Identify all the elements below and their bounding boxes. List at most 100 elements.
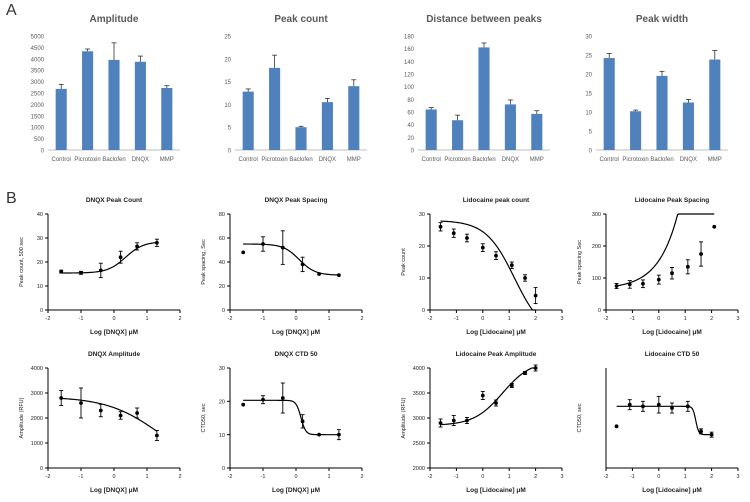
bar: [630, 111, 642, 150]
x-tick-label: 1: [327, 474, 330, 480]
data-point: [241, 402, 246, 407]
x-tick-label: -2: [46, 474, 51, 480]
data-point: [317, 272, 321, 276]
chart-title: DNQX Peak Count: [86, 197, 143, 204]
category-label: Picrotoxin: [261, 157, 287, 163]
bar: [452, 120, 464, 150]
x-axis-label: Log [DNQX] μM: [90, 487, 138, 494]
data-point: [261, 242, 265, 246]
chart-title: DNQX Amplitude: [88, 351, 141, 358]
y-tick-label: 0: [598, 308, 601, 314]
x-tick-label: 1: [508, 316, 511, 322]
category-label: Control: [600, 157, 619, 163]
y-axis-label: CTD50, sec: [577, 403, 583, 432]
y-tick-label: 25: [224, 35, 231, 41]
x-tick-label: -2: [604, 316, 609, 322]
x-tick-label: 1: [684, 316, 687, 322]
y-tick-label: 30: [219, 366, 225, 372]
data-point: [261, 397, 265, 402]
data-point: [533, 293, 538, 298]
category-label: Baclofen: [102, 157, 125, 163]
data-point: [98, 268, 103, 273]
chart-dnqx-peak-count: DNQX Peak Count 0 10 20 30 40 -2 -1 0 1 2 Log [DNQX…: [19, 197, 182, 336]
category-label: Baclofen: [472, 157, 495, 163]
data-point: [438, 224, 443, 229]
x-axis-label: Log [DNQX] μM: [272, 487, 320, 494]
x-tick-label: 2: [178, 316, 181, 322]
x-tick-label: -1: [79, 316, 84, 322]
fit-curve: [616, 213, 715, 287]
data-point: [670, 271, 674, 276]
data-point: [118, 413, 123, 418]
fit-curve: [61, 241, 157, 274]
x-tick-label: 2: [710, 316, 713, 322]
bar: [348, 86, 360, 150]
x-tick-label: -2: [428, 316, 433, 322]
category-label: Baclofen: [289, 157, 312, 163]
y-tick-label: 3000: [31, 391, 43, 397]
category-label: Picrotoxin: [444, 157, 470, 163]
data-point: [337, 432, 341, 437]
x-axis-label: Log [Lidocaine] μM: [642, 329, 702, 336]
bar: [321, 102, 333, 150]
bar: [531, 113, 543, 150]
data-point: [656, 277, 661, 282]
data-point: [509, 383, 514, 388]
chart-title: Lidocaine peak count: [463, 197, 530, 204]
y-tick-label: 500: [34, 137, 45, 143]
y-tick-label: 4000: [31, 366, 43, 372]
x-tick-label: -2: [604, 474, 609, 480]
y-tick-label: 100: [592, 276, 601, 282]
x-tick-label: 3: [736, 474, 739, 480]
y-tick-label: 0: [222, 466, 225, 472]
x-tick-label: -2: [428, 474, 433, 480]
data-point: [614, 424, 619, 429]
y-tick-label: 60: [219, 236, 225, 242]
bar: [242, 91, 254, 150]
bar: [709, 59, 721, 151]
data-point: [59, 396, 64, 400]
data-point: [118, 255, 123, 260]
chart-dnqx-amplitude: DNQX Amplitude 0 1000 2000 3000 4000 -2 -1 0 1 2 Lo…: [19, 351, 182, 494]
category-label: DNQX: [132, 157, 149, 163]
x-tick-label: 1: [327, 316, 330, 322]
data-point: [533, 366, 538, 370]
y-tick-label: 3000: [31, 80, 45, 86]
y-tick-label: 2000: [413, 466, 425, 472]
bar: [161, 87, 173, 150]
x-axis-label: Log [Lidocaine] μM: [466, 329, 526, 336]
data-point: [135, 411, 139, 415]
category-label: Control: [52, 157, 71, 163]
y-tick-label: 20: [219, 284, 225, 290]
category-label: Picrotoxin: [74, 157, 100, 163]
category-label: Baclofen: [650, 157, 673, 163]
chart-lidocaine-peak-amplitude: Lidocaine Peak Amplitude 2000 2500 3000 3500…: [401, 351, 564, 494]
data-point: [699, 252, 703, 256]
x-tick-label: -2: [46, 316, 51, 322]
y-tick-label: 3500: [413, 391, 425, 397]
x-tick-label: -2: [228, 474, 233, 480]
y-tick-label: 0: [40, 308, 43, 314]
y-tick-label: 1500: [31, 114, 45, 120]
chart-title: DNQX Peak Spacing: [265, 197, 328, 204]
y-tick-label: 1000: [31, 441, 43, 447]
y-tick-label: 3000: [413, 416, 425, 422]
fit-curve: [243, 243, 339, 276]
x-axis-label: Log [DNQX] μM: [90, 329, 138, 336]
y-tick-label: 3500: [31, 69, 45, 75]
y-tick-label: 0: [41, 149, 45, 155]
data-point: [155, 240, 159, 245]
data-point: [699, 429, 703, 434]
y-tick-label: 140: [404, 60, 415, 66]
y-tick-label: 200: [592, 244, 601, 250]
chart-lidocaine-peak-spacing: Lidocaine Peak Spacing 0 100 200 300 -2 -1 0 1 2 3…: [577, 197, 740, 336]
data-point: [494, 253, 498, 258]
x-tick-label: 1: [684, 474, 687, 480]
x-axis-label: Log [DNQX] μM: [272, 329, 320, 336]
chart-title: Amplitude: [90, 14, 139, 25]
y-tick-label: 10: [585, 111, 592, 117]
data-point: [685, 264, 690, 269]
y-tick-label: 80: [219, 212, 225, 218]
x-tick-label: 2: [534, 474, 537, 480]
bar: [55, 88, 67, 150]
